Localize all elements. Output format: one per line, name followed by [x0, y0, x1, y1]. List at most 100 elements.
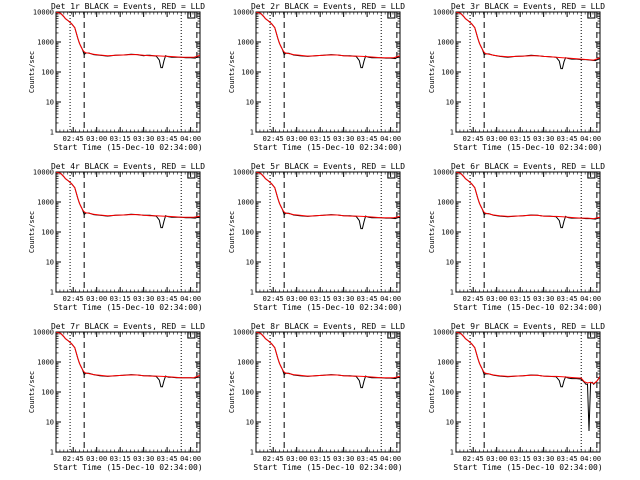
y-tick-label: 10: [46, 99, 54, 107]
y-tick-label: 100: [241, 69, 254, 77]
series-line-lld: [456, 12, 600, 61]
series-line-events: [56, 172, 200, 229]
y-axis-label: Counts/sec: [28, 371, 36, 413]
x-tick-label: 03:45: [357, 455, 378, 463]
x-tick-label: 03:45: [557, 295, 578, 303]
x-axis-label: Start Time (15-Dec-10 02:34:00): [253, 463, 402, 472]
y-tick-label: 1: [50, 129, 54, 137]
x-tick-label: 04:00: [380, 295, 401, 303]
series-line-lld: [456, 172, 600, 220]
x-tick-label: 03:30: [333, 135, 354, 143]
x-tick-label: 04:00: [380, 135, 401, 143]
plot-frame: [55, 171, 201, 293]
x-tick-label: 03:15: [110, 135, 131, 143]
chart-title: Det 4r BLACK = Events, RED = LLD: [51, 162, 205, 171]
x-tick-label: 02:45: [63, 135, 84, 143]
chart-title: Det 7r BLACK = Events, RED = LLD: [51, 322, 205, 331]
y-tick-label: 10000: [433, 169, 454, 177]
x-tick-label: 04:00: [180, 135, 201, 143]
x-tick-label: 03:30: [533, 455, 554, 463]
x-tick-label: 02:45: [263, 455, 284, 463]
series-line-events: [456, 332, 600, 432]
x-tick-label: 03:00: [486, 455, 507, 463]
corner-box-marker: [587, 331, 596, 339]
y-axis-label: Counts/sec: [428, 211, 436, 253]
x-tick-label: 03:15: [310, 455, 331, 463]
x-tick-label: 03:30: [133, 295, 154, 303]
y-tick-label: 1: [250, 289, 254, 297]
panel-det-3: Det 3r BLACK = Events, RED = LLD 1 10 100 10…: [428, 2, 605, 152]
y-tick-label: 1000: [37, 39, 54, 47]
x-tick-label: 03:15: [510, 135, 531, 143]
y-tick-label: 1: [250, 129, 254, 137]
y-tick-label: 10000: [433, 9, 454, 17]
panel-det-5: Det 5r BLACK = Events, RED = LLD 1 10 100 10…: [228, 162, 405, 312]
panel-det-4: Det 4r BLACK = Events, RED = LLD 1 10 100 10…: [28, 162, 205, 312]
y-tick-label: 1000: [437, 199, 454, 207]
x-tick-label: 04:00: [580, 295, 601, 303]
y-tick-label: 1: [450, 449, 454, 457]
series-line-lld: [56, 172, 200, 218]
panel-det-7: Det 7r BLACK = Events, RED = LLD 1 10 100 10…: [28, 322, 205, 472]
plot-frame: [255, 331, 401, 453]
y-tick-label: 10000: [33, 169, 54, 177]
plot-frame: [255, 11, 401, 133]
x-axis-label: Start Time (15-Dec-10 02:34:00): [253, 303, 402, 312]
panel-det-6: Det 6r BLACK = Events, RED = LLD 1 10 100 10…: [428, 162, 605, 312]
x-tick-label: 03:30: [533, 135, 554, 143]
x-tick-label: 03:45: [557, 455, 578, 463]
series-line-lld: [56, 332, 200, 379]
series-line-events: [256, 12, 400, 69]
corner-box-marker: [387, 11, 396, 19]
x-tick-label: 03:15: [510, 295, 531, 303]
x-tick-label: 03:15: [110, 455, 131, 463]
x-tick-label: 04:00: [180, 455, 201, 463]
y-tick-label: 10: [46, 419, 54, 427]
x-tick-label: 03:00: [486, 135, 507, 143]
y-tick-label: 10000: [33, 9, 54, 17]
x-tick-label: 03:45: [357, 135, 378, 143]
chart-title: Det 3r BLACK = Events, RED = LLD: [451, 2, 605, 11]
y-tick-label: 1: [50, 449, 54, 457]
x-axis-label: Start Time (15-Dec-10 02:34:00): [53, 463, 202, 472]
x-tick-label: 04:00: [380, 455, 401, 463]
x-tick-label: 03:30: [333, 455, 354, 463]
x-axis-label: Start Time (15-Dec-10 02:34:00): [53, 303, 202, 312]
x-axis-label: Start Time (15-Dec-10 02:34:00): [53, 143, 202, 152]
corner-box-marker: [187, 331, 196, 339]
series-line-events: [456, 12, 600, 70]
y-tick-label: 100: [441, 69, 454, 77]
y-tick-label: 1000: [37, 359, 54, 367]
x-axis-label: Start Time (15-Dec-10 02:34:00): [453, 143, 602, 152]
series-line-events: [256, 332, 400, 389]
y-tick-label: 100: [441, 229, 454, 237]
chart-title: Det 5r BLACK = Events, RED = LLD: [251, 162, 405, 171]
x-axis-label: Start Time (15-Dec-10 02:34:00): [453, 303, 602, 312]
chart-title: Det 9r BLACK = Events, RED = LLD: [451, 322, 605, 331]
y-tick-label: 100: [41, 389, 54, 397]
y-tick-label: 100: [241, 229, 254, 237]
x-tick-label: 02:45: [463, 295, 484, 303]
series-line-events: [256, 172, 400, 230]
plot-frame: [455, 171, 601, 293]
x-tick-label: 02:45: [463, 455, 484, 463]
y-tick-label: 10000: [233, 329, 254, 337]
x-axis-label: Start Time (15-Dec-10 02:34:00): [453, 463, 602, 472]
y-tick-label: 100: [41, 69, 54, 77]
x-tick-label: 03:45: [557, 135, 578, 143]
x-axis-label: Start Time (15-Dec-10 02:34:00): [253, 143, 402, 152]
x-tick-label: 02:45: [263, 135, 284, 143]
y-tick-label: 1000: [437, 39, 454, 47]
y-axis-label: Counts/sec: [228, 371, 236, 413]
y-tick-label: 1: [250, 449, 254, 457]
y-tick-label: 100: [41, 229, 54, 237]
x-tick-label: 03:00: [486, 295, 507, 303]
y-axis-label: Counts/sec: [428, 371, 436, 413]
y-tick-label: 10: [446, 99, 454, 107]
y-axis-label: Counts/sec: [428, 51, 436, 93]
plot-frame: [55, 11, 201, 133]
y-tick-label: 10: [246, 419, 254, 427]
chart-title: Det 2r BLACK = Events, RED = LLD: [251, 2, 405, 11]
corner-box-marker: [587, 171, 596, 179]
